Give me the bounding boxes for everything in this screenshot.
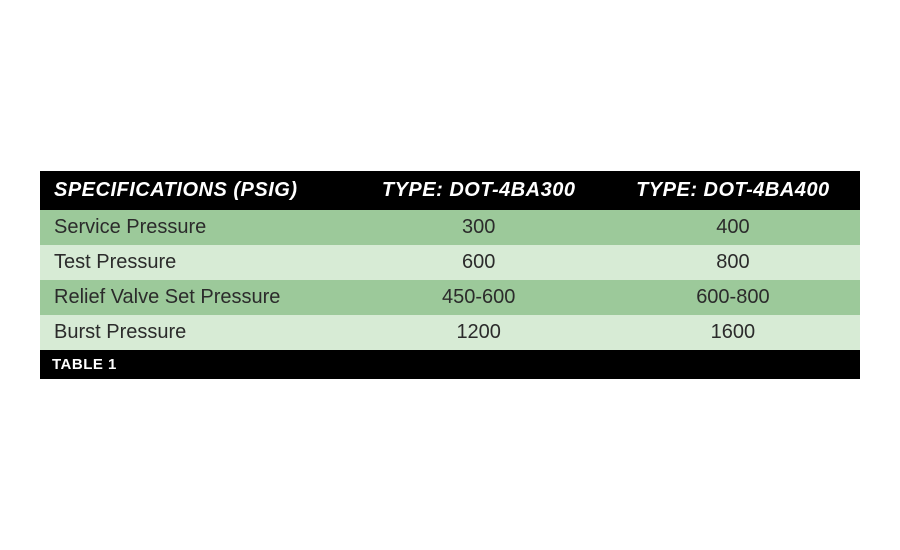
spec-table-container: SPECIFICATIONS (PSIG) TYPE: DOT-4BA300 T… — [40, 171, 860, 379]
table-row: Service Pressure 300 400 — [40, 210, 860, 245]
spec-table: SPECIFICATIONS (PSIG) TYPE: DOT-4BA300 T… — [40, 171, 860, 379]
table-caption: TABLE 1 — [40, 350, 860, 379]
col-header-spec: SPECIFICATIONS (PSIG) — [40, 171, 352, 210]
cell-ba300: 300 — [352, 210, 606, 245]
table-row: Relief Valve Set Pressure 450-600 600-80… — [40, 280, 860, 315]
cell-spec: Test Pressure — [40, 245, 352, 280]
cell-spec: Service Pressure — [40, 210, 352, 245]
cell-ba400: 600-800 — [606, 280, 860, 315]
cell-ba400: 1600 — [606, 315, 860, 350]
cell-ba400: 800 — [606, 245, 860, 280]
table-row: Burst Pressure 1200 1600 — [40, 315, 860, 350]
table-header-row: SPECIFICATIONS (PSIG) TYPE: DOT-4BA300 T… — [40, 171, 860, 210]
table-row: Test Pressure 600 800 — [40, 245, 860, 280]
cell-ba300: 1200 — [352, 315, 606, 350]
col-header-ba400: TYPE: DOT-4BA400 — [606, 171, 860, 210]
cell-spec: Relief Valve Set Pressure — [40, 280, 352, 315]
col-header-ba300: TYPE: DOT-4BA300 — [352, 171, 606, 210]
cell-ba400: 400 — [606, 210, 860, 245]
cell-spec: Burst Pressure — [40, 315, 352, 350]
table-caption-row: TABLE 1 — [40, 350, 860, 379]
cell-ba300: 450-600 — [352, 280, 606, 315]
cell-ba300: 600 — [352, 245, 606, 280]
